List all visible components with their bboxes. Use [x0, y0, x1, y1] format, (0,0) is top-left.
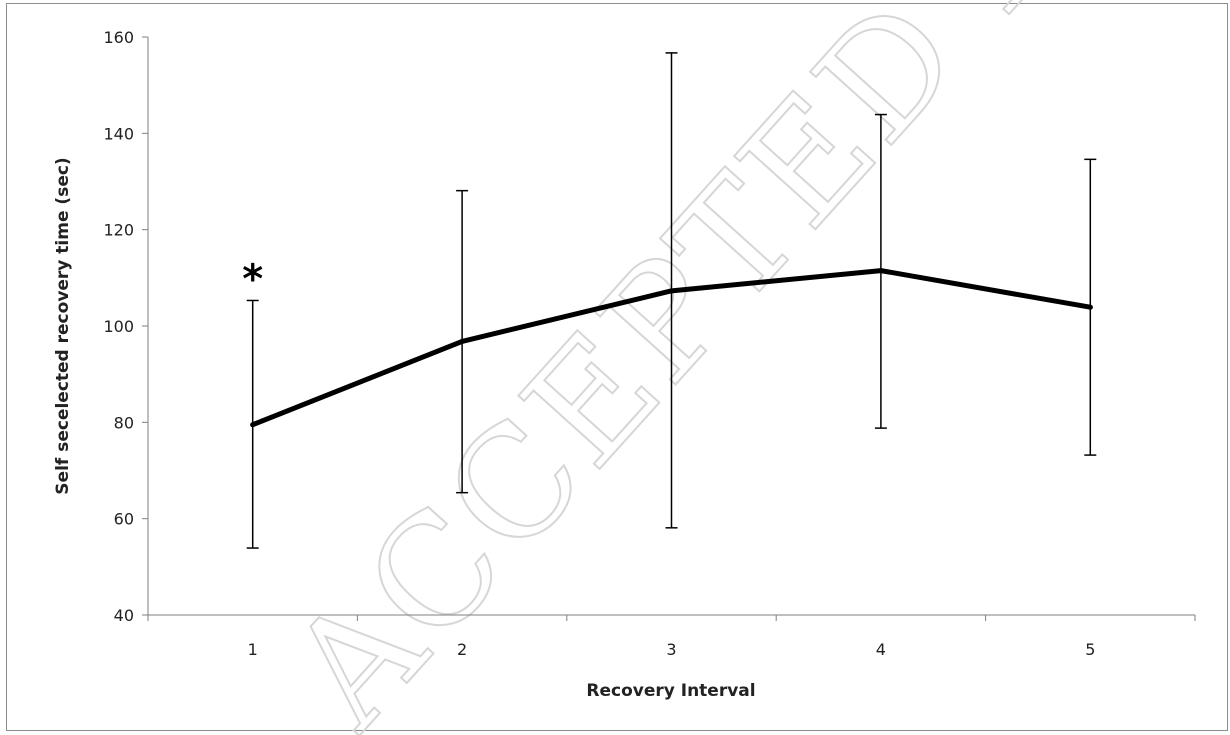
series-line: [250, 268, 1093, 428]
x-axis-title: Recovery Interval: [586, 681, 755, 701]
data-point: [669, 288, 674, 294]
y-tick-label: 120: [103, 221, 134, 240]
significance-asterisk: *: [242, 256, 263, 302]
x-tick-label: 1: [248, 640, 258, 659]
data-point: [878, 268, 884, 274]
x-tick-label: 5: [1085, 640, 1095, 659]
data-point: [459, 338, 465, 344]
x-tick-label: 3: [666, 640, 676, 659]
y-tick-label: 80: [114, 413, 134, 432]
y-tick-label: 40: [114, 606, 134, 625]
axes: 40 60 80 100 120 140 160 1 2 3 4 5: [103, 28, 1196, 659]
x-tick-label: 2: [457, 640, 467, 659]
x-tick-label: 4: [876, 640, 886, 659]
y-tick-label: 100: [103, 317, 134, 336]
data-point: [250, 422, 256, 428]
y-tick-label: 160: [103, 28, 134, 47]
annotations: *: [242, 256, 263, 302]
y-axis-title: Self secelected recovery time (sec): [53, 157, 73, 494]
chart-frame: [6, 3, 1228, 731]
y-tick-label: 140: [103, 124, 134, 143]
error-bars: [246, 52, 1097, 549]
y-tick-label: 60: [114, 510, 134, 529]
data-point: [1087, 304, 1093, 310]
